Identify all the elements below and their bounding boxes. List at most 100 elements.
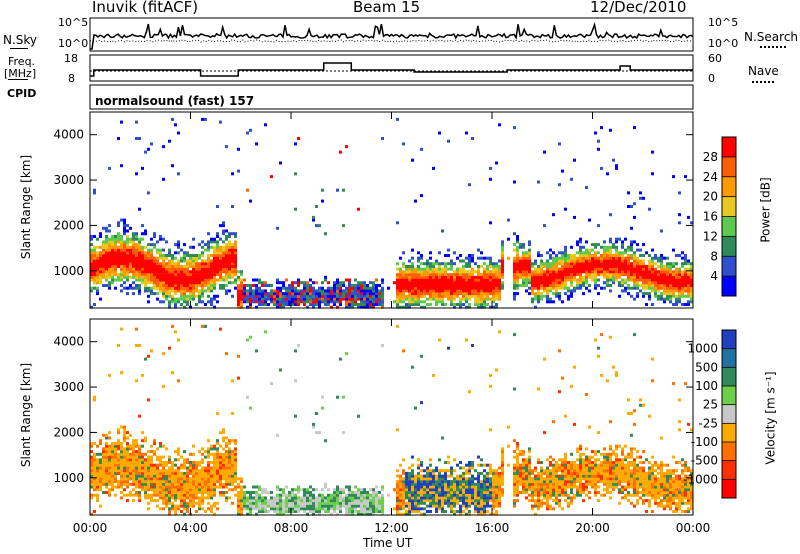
power-cell (498, 286, 501, 290)
power-cell (624, 278, 627, 282)
power-cell (426, 303, 429, 306)
power-cell (684, 294, 687, 298)
velocity-cell (423, 499, 426, 503)
velocity-cell (438, 501, 441, 505)
velocity-cell (453, 480, 456, 484)
power-cell (585, 240, 588, 244)
power-cell (192, 264, 195, 268)
power-cell (288, 297, 291, 301)
power-cell (651, 275, 654, 279)
power-cell (105, 235, 108, 238)
power-cell (531, 270, 534, 274)
power-cell (579, 281, 582, 285)
velocity-cell (210, 469, 213, 473)
power-cell (489, 262, 492, 266)
power-cell (633, 270, 636, 274)
velocity-cell (456, 485, 459, 489)
power-cell (426, 289, 429, 293)
power-cell (156, 259, 159, 263)
power-cell (123, 267, 126, 271)
velocity-cell (405, 512, 408, 516)
velocity-cell (120, 496, 123, 500)
velocity-cell (315, 412, 318, 415)
power-cell (495, 303, 498, 306)
power-cell (207, 284, 210, 287)
power-cell (618, 275, 621, 279)
velocity-cell (123, 461, 126, 464)
velocity-cell (147, 458, 150, 462)
power-cell (165, 284, 168, 287)
velocity-cell (111, 461, 114, 464)
power-cell (426, 267, 429, 271)
power-cell (462, 259, 465, 263)
velocity-cell (408, 488, 411, 492)
velocity-cell (93, 493, 96, 497)
power-cell (159, 256, 162, 260)
velocity-cell (156, 480, 159, 484)
power-cell (561, 275, 564, 279)
velocity-cell (447, 455, 450, 459)
power-cell (495, 264, 498, 268)
power-cell (609, 245, 612, 249)
power-cell (99, 235, 102, 238)
velocity-cell (330, 493, 333, 497)
velocity-cell (126, 450, 129, 454)
velocity-cell (456, 463, 459, 467)
velocity-cell (480, 471, 483, 475)
power-cell (309, 278, 312, 282)
power-cell (201, 240, 204, 244)
velocity-cell (465, 504, 468, 508)
velocity-cell (435, 488, 438, 492)
velocity-cell (312, 510, 315, 513)
power-cell (441, 273, 444, 277)
velocity-cell (363, 493, 366, 497)
velocity-cell (177, 496, 180, 500)
power-cell (282, 284, 285, 287)
velocity-cell (228, 439, 231, 443)
power-cell (528, 275, 531, 279)
power-cell (600, 254, 603, 257)
power-cell (498, 273, 501, 277)
power-cell (96, 245, 99, 249)
power-cell (288, 303, 291, 306)
velocity-cell (171, 469, 174, 473)
power-cell (126, 264, 129, 268)
velocity-cell (207, 501, 210, 505)
power-cell (141, 245, 144, 249)
velocity-cell (486, 488, 489, 492)
velocity-cell (141, 463, 144, 467)
velocity-cell (477, 501, 480, 505)
velocity-cell (195, 474, 198, 478)
power-cell (144, 264, 147, 268)
velocity-cell (318, 496, 321, 500)
power-cell (675, 294, 678, 298)
power-cell (228, 275, 231, 279)
power-cell (198, 289, 201, 293)
power-cell (93, 256, 96, 260)
velocity-cell (441, 469, 444, 473)
velocity-cell (273, 496, 276, 500)
velocity-cell (276, 496, 279, 500)
power-cell (255, 292, 258, 296)
velocity-cell (441, 488, 444, 492)
power-cell (225, 243, 228, 247)
power-cell (156, 267, 159, 271)
power-cell (552, 256, 555, 260)
power-cell (288, 289, 291, 293)
velocity-cell (417, 474, 420, 478)
velocity-cell (228, 450, 231, 454)
power-cell (477, 281, 480, 285)
velocity-cell (432, 488, 435, 492)
power-cell (192, 262, 195, 266)
velocity-cell (171, 507, 174, 511)
power-cell (108, 224, 111, 228)
velocity-cell (528, 477, 531, 481)
power-cell (462, 292, 465, 296)
velocity-cell (228, 466, 231, 470)
power-cell (663, 289, 666, 293)
power-cell (285, 294, 288, 298)
velocity-cell (159, 493, 162, 497)
velocity-cell (180, 496, 183, 500)
power-cell (165, 275, 168, 279)
power-cell (123, 273, 126, 277)
